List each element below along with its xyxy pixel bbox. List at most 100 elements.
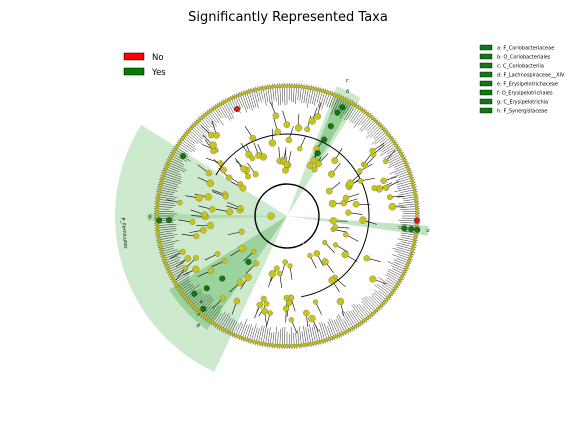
internal-node	[268, 270, 277, 278]
clade-legend-label: d: F_Lachnospiraceae__XIV	[497, 73, 565, 79]
internal-node	[179, 248, 186, 255]
internal-node	[325, 187, 333, 195]
mid-backbone	[215, 133, 370, 298]
internal-node	[201, 211, 208, 218]
internal-node	[272, 112, 280, 119]
internal-node	[182, 265, 189, 271]
internal-node	[252, 171, 259, 178]
internal-node	[192, 265, 200, 273]
sector-label-firmicutes: P_Firmicutes	[119, 217, 128, 249]
significant-node	[327, 123, 334, 130]
internal-node	[386, 194, 393, 201]
internal-node	[277, 270, 283, 277]
significant-node	[203, 285, 210, 292]
internal-node	[328, 276, 336, 284]
significant-node	[180, 152, 187, 159]
internal-node	[222, 193, 229, 200]
non-significant-node	[413, 217, 420, 224]
clade-legend-swatch	[479, 98, 493, 105]
internal-node	[388, 202, 397, 211]
internal-node	[328, 170, 336, 178]
internal-node	[220, 166, 227, 174]
internal-node	[331, 157, 339, 164]
internal-node	[225, 174, 233, 181]
internal-node	[273, 265, 280, 272]
significant-node	[408, 226, 415, 233]
internal-node	[184, 255, 192, 262]
sector-lachnospiraceae	[147, 213, 287, 221]
clade-legend-swatch	[479, 89, 493, 96]
clade-legend-swatch	[479, 80, 493, 87]
internal-node	[343, 231, 349, 238]
internal-node	[214, 251, 221, 257]
internal-node	[238, 244, 246, 253]
cladogram-nodes	[155, 84, 421, 348]
internal-node	[294, 124, 303, 132]
internal-node	[226, 208, 234, 216]
internal-node	[282, 259, 288, 265]
internal-node	[263, 300, 270, 307]
clade-legend-swatch	[479, 62, 493, 69]
internal-node	[285, 136, 292, 144]
internal-node	[371, 185, 378, 192]
internal-node	[382, 184, 390, 191]
internal-node	[314, 160, 322, 168]
internal-node	[363, 163, 369, 169]
internal-node	[303, 309, 310, 317]
internal-node	[380, 177, 387, 184]
internal-node	[274, 128, 282, 136]
internal-node	[283, 305, 290, 312]
sector-label-h: h	[424, 229, 430, 233]
significant-node	[414, 226, 421, 233]
significant-node	[334, 109, 341, 116]
significant-node	[314, 150, 321, 157]
internal-node	[195, 194, 203, 202]
significance-legend: No Yes	[123, 52, 166, 78]
internal-node	[213, 132, 220, 139]
internal-node	[217, 160, 224, 166]
significant-node	[156, 217, 163, 224]
internal-node	[332, 242, 339, 248]
internal-node	[205, 170, 212, 177]
internal-node	[251, 248, 257, 255]
legend-swatch-yes	[123, 67, 145, 76]
sector-erysipelotrichia	[169, 216, 287, 330]
internal-node	[249, 155, 256, 162]
internal-node	[342, 194, 350, 202]
internal-node	[307, 252, 313, 259]
sector-synergistaceae	[287, 216, 429, 236]
clade-legend-swatch	[479, 44, 493, 51]
internal-node	[256, 301, 264, 309]
clade-legend-swatch	[479, 53, 493, 60]
clade-legend-label: e: F_Erysipelotrichaceae	[497, 82, 558, 88]
internal-node	[311, 166, 318, 173]
internal-node	[306, 162, 314, 169]
clade-legend-label: g: C_Erysipelotrichia	[497, 100, 548, 106]
internal-node	[204, 193, 212, 201]
internal-node	[336, 297, 345, 306]
internal-node	[260, 295, 267, 302]
internal-node	[308, 117, 316, 125]
sector-labels: cb h d gfe P_Firmicutes	[119, 77, 430, 328]
internal-node	[288, 317, 295, 323]
clade-legend-swatch	[479, 107, 493, 114]
internal-node	[206, 179, 214, 187]
internal-node	[321, 258, 329, 266]
clade-legend: a: F_Coriobacteriaceae b: O_Coriobacteria…	[479, 44, 565, 115]
internal-node	[219, 295, 226, 302]
internal-node	[268, 139, 277, 147]
legend-label-yes: Yes	[151, 68, 166, 78]
internal-node	[363, 255, 370, 262]
legend-swatch-no	[123, 52, 145, 61]
significant-node	[191, 290, 198, 297]
internal-node	[221, 258, 228, 264]
internal-node	[345, 209, 352, 216]
significant-node	[401, 225, 408, 232]
significant-node	[245, 258, 252, 265]
internal-node	[209, 206, 216, 213]
clade-legend-swatch	[479, 71, 493, 78]
internal-node	[238, 228, 245, 235]
internal-node	[312, 299, 319, 305]
internal-node	[207, 267, 214, 274]
internal-node	[253, 260, 260, 267]
